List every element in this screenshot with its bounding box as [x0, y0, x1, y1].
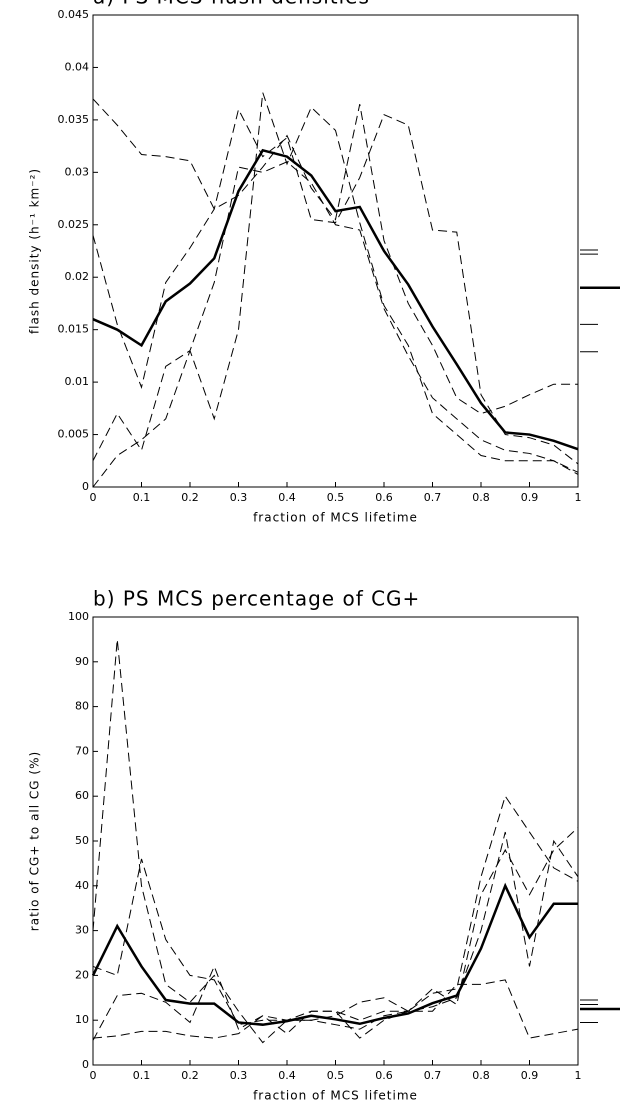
y-tick-label: 0.035 [58, 113, 90, 126]
x-tick-label: 0.6 [375, 1069, 393, 1082]
x-tick-label: 0.8 [472, 1069, 490, 1082]
data-line [92, 831, 579, 1039]
x-tick-label: 0 [90, 491, 97, 504]
x-tick-label: 0.7 [424, 1069, 442, 1082]
x-tick-label: 0.1 [133, 1069, 151, 1082]
y-tick-label: 20 [75, 968, 89, 981]
data-line [92, 161, 579, 488]
data-line [92, 827, 579, 1039]
chart-title: b) PS MCS percentage of CG+ [93, 587, 420, 611]
data-line [92, 98, 578, 415]
y-tick-label: 90 [75, 655, 89, 668]
data-line [91, 882, 578, 1026]
x-tick-label: 0.7 [424, 491, 442, 504]
x-tick-label: 0.5 [327, 1069, 345, 1082]
x-tick-label: 0.9 [521, 491, 539, 504]
x-tick-label: 0.2 [181, 1069, 199, 1082]
y-tick-label: 100 [68, 610, 89, 623]
data-line [92, 148, 579, 451]
y-tick-label: 0 [82, 480, 89, 493]
x-tick-label: 0.4 [278, 491, 296, 504]
x-tick-label: 1 [575, 1069, 582, 1082]
data-line [92, 107, 579, 465]
y-tick-label: 0.015 [58, 323, 90, 336]
data-line [92, 965, 579, 1041]
x-tick-label: 0 [90, 1069, 97, 1082]
chart-title: a) PS MCS flash densities [93, 0, 370, 9]
plot-frame [92, 14, 579, 488]
x-tick-label: 0.1 [133, 491, 151, 504]
y-tick-label: 50 [75, 834, 89, 847]
data-line [92, 639, 579, 1044]
y-axis-title: flash density (h⁻¹ km⁻²) [28, 168, 42, 334]
x-tick-label: 0.8 [472, 491, 490, 504]
y-tick-label: 70 [75, 744, 89, 757]
y-axis-title: ratio of CG+ to all CG (%) [28, 751, 42, 931]
y-tick-label: 0.01 [65, 375, 90, 388]
y-tick-label: 10 [75, 1013, 89, 1026]
x-tick-label: 0.2 [181, 491, 199, 504]
x-axis-title: fraction of MCS lifetime [253, 511, 418, 525]
y-tick-label: 0 [82, 1058, 89, 1071]
y-tick-label: 0.005 [58, 428, 90, 441]
x-tick-label: 0.9 [521, 1069, 539, 1082]
y-tick-label: 60 [75, 789, 89, 802]
x-tick-label: 1 [575, 491, 582, 504]
x-tick-label: 0.6 [375, 491, 393, 504]
y-tick-label: 0.02 [65, 270, 90, 283]
y-tick-label: 30 [75, 924, 89, 937]
y-tick-label: 80 [75, 700, 89, 713]
y-tick-label: 0.04 [65, 60, 90, 73]
y-tick-label: 0.025 [58, 218, 90, 231]
y-tick-label: 40 [75, 879, 89, 892]
y-tick-label: 0.03 [65, 165, 90, 178]
x-axis-title: fraction of MCS lifetime [253, 1089, 418, 1103]
y-tick-label: 0.045 [58, 8, 90, 21]
data-line [92, 92, 579, 473]
x-tick-label: 0.3 [230, 491, 248, 504]
plot-frame [92, 616, 579, 1066]
x-tick-label: 0.4 [278, 1069, 296, 1082]
x-tick-label: 0.3 [230, 1069, 248, 1082]
x-tick-label: 0.5 [327, 491, 345, 504]
